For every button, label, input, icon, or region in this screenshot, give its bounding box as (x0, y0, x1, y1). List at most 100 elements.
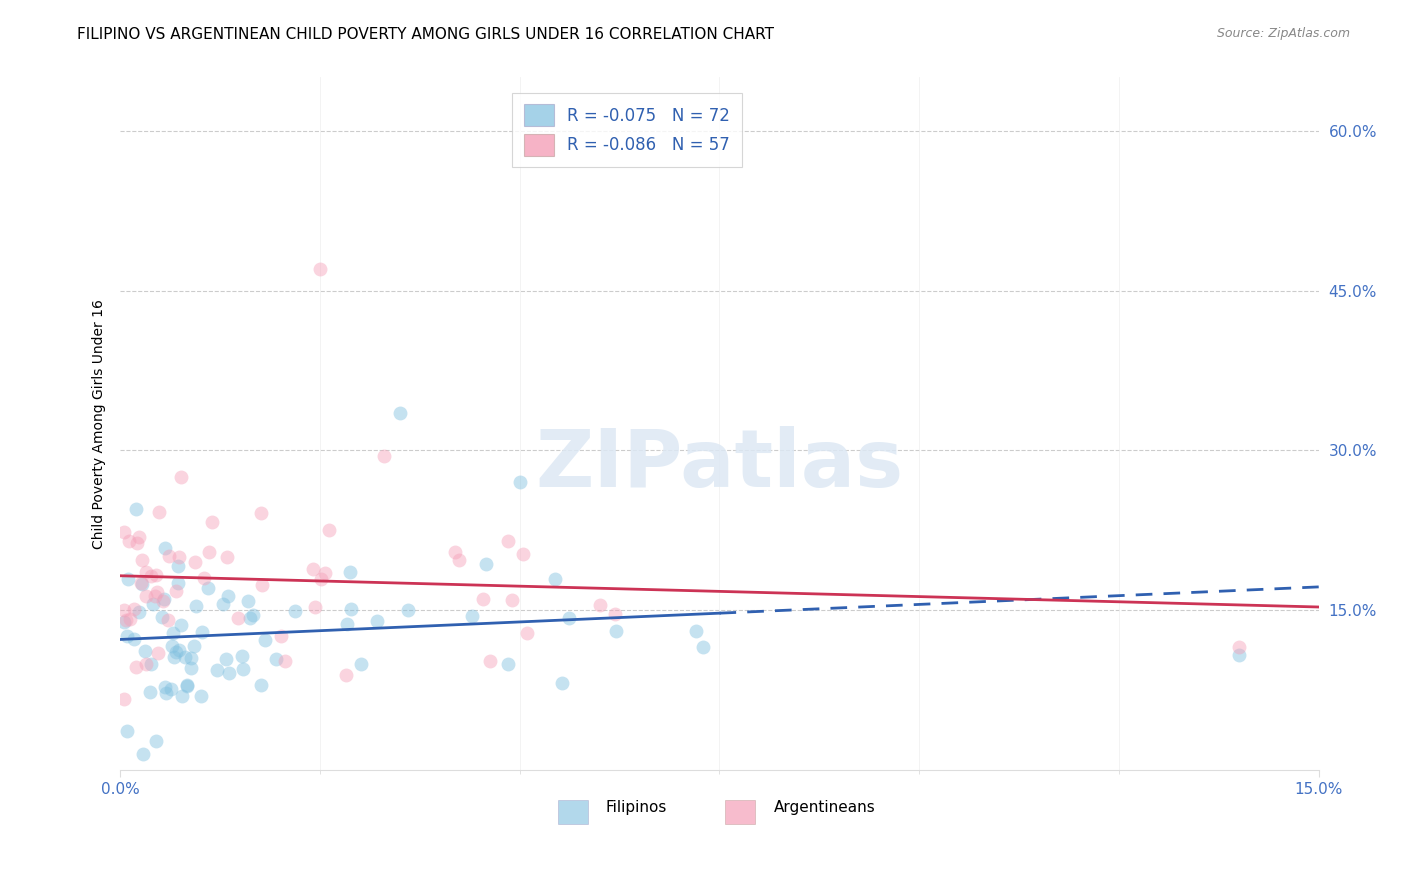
Point (183, 639, 205, 653)
Point (135, 589, 157, 603)
Point (135, 657, 157, 671)
Point (1227, 640, 1250, 655)
Point (212, 597, 235, 611)
Point (118, 534, 141, 549)
Point (145, 568, 167, 582)
Point (112, 525, 135, 540)
Point (190, 624, 212, 639)
Point (125, 660, 148, 674)
Point (496, 657, 519, 671)
Point (115, 613, 138, 627)
Point (550, 676, 572, 690)
Point (309, 572, 332, 586)
Point (304, 599, 326, 614)
Point (339, 601, 361, 615)
Point (172, 690, 194, 704)
Point (122, 632, 145, 646)
Point (605, 624, 627, 639)
Point (141, 657, 163, 671)
Point (180, 651, 202, 665)
Point (475, 557, 498, 571)
Point (167, 575, 190, 590)
Point (112, 603, 135, 617)
Point (447, 552, 470, 566)
Point (148, 506, 170, 520)
Point (176, 678, 198, 692)
Point (198, 545, 221, 559)
Point (128, 530, 150, 544)
Point (167, 643, 190, 657)
Point (153, 591, 176, 606)
Point (190, 689, 212, 703)
Point (112, 615, 135, 630)
Point (165, 584, 187, 599)
Point (249, 678, 271, 692)
Point (170, 618, 193, 632)
Point (176, 679, 198, 693)
Point (226, 610, 249, 624)
Point (131, 577, 153, 591)
Point (197, 581, 219, 595)
Point (472, 592, 495, 607)
Point (142, 597, 165, 611)
Text: ZIPatlas: ZIPatlas (536, 426, 904, 504)
Point (388, 406, 411, 420)
Point (274, 654, 297, 668)
Point (153, 680, 176, 694)
Point (193, 571, 215, 585)
Point (134, 643, 156, 657)
Point (396, 603, 419, 617)
Point (125, 502, 148, 516)
Point (127, 535, 149, 549)
Point (335, 668, 357, 682)
Text: Source: ZipAtlas.com: Source: ZipAtlas.com (1216, 27, 1350, 40)
Point (250, 578, 273, 592)
Point (205, 663, 228, 677)
Point (603, 607, 626, 621)
Point (266, 651, 288, 665)
Point (157, 613, 180, 627)
Point (250, 506, 273, 520)
Point (167, 558, 190, 573)
FancyBboxPatch shape (725, 800, 755, 824)
Point (692, 640, 714, 655)
Point (152, 594, 174, 608)
Point (373, 449, 395, 463)
Point (1227, 648, 1250, 662)
Point (349, 657, 371, 672)
Y-axis label: Child Poverty Among Girls Under 16: Child Poverty Among Girls Under 16 (93, 299, 107, 549)
Point (186, 599, 208, 614)
Point (218, 666, 240, 681)
Point (120, 612, 142, 626)
Point (318, 523, 340, 537)
Point (155, 686, 177, 700)
FancyBboxPatch shape (558, 800, 588, 824)
Point (201, 516, 224, 530)
Text: Argentineans: Argentineans (773, 800, 875, 815)
Point (145, 734, 167, 748)
Point (157, 549, 180, 563)
Point (242, 607, 264, 622)
Point (115, 723, 138, 738)
Point (461, 609, 484, 624)
Point (139, 685, 162, 699)
Point (165, 645, 187, 659)
Point (112, 692, 135, 706)
Point (501, 593, 523, 607)
Point (336, 617, 359, 632)
Point (444, 545, 467, 559)
Point (160, 639, 183, 653)
Point (498, 533, 520, 548)
Point (516, 626, 538, 640)
Point (215, 549, 238, 564)
Point (139, 569, 162, 583)
Point (174, 650, 197, 665)
Point (146, 585, 169, 599)
Text: Filipinos: Filipinos (606, 800, 666, 815)
Point (339, 566, 361, 580)
Point (131, 553, 153, 567)
Point (128, 605, 150, 619)
Point (217, 589, 239, 603)
Point (366, 614, 388, 628)
Point (685, 624, 707, 639)
